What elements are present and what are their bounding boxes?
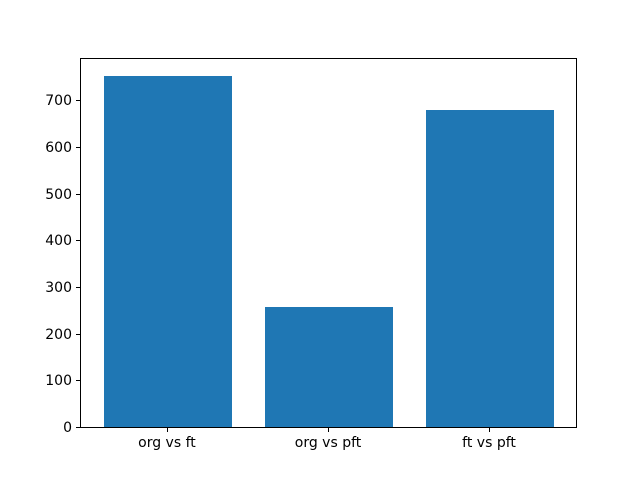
y-tick-mark [76, 287, 80, 289]
y-tick-mark [76, 100, 80, 102]
y-tick-mark [76, 427, 80, 428]
y-tick-label: 200 [45, 326, 72, 343]
y-tick-mark [76, 147, 80, 149]
bar [103, 75, 233, 427]
y-tick-label: 700 [45, 93, 72, 110]
x-tick-mark [489, 428, 491, 432]
x-tick-label: org vs ft [138, 435, 196, 451]
x-tick-mark [166, 428, 168, 432]
x-tick-mark [328, 428, 329, 432]
bar [264, 306, 394, 427]
y-tick-label: 400 [45, 233, 72, 250]
y-tick-mark [76, 193, 80, 195]
y-tick-label: 100 [45, 373, 72, 390]
y-tick-label: 500 [45, 186, 72, 203]
y-tick-label: 600 [45, 140, 72, 157]
y-tick-mark [76, 240, 80, 242]
x-tick-label: ft vs pft [462, 435, 516, 451]
y-tick-label: 0 [63, 420, 72, 436]
y-tick-mark [76, 380, 80, 382]
y-tick-mark [76, 333, 80, 335]
x-tick-label: org vs pft [294, 435, 362, 451]
y-tick-label: 300 [45, 280, 72, 297]
plot-area [80, 58, 577, 428]
bar [425, 109, 555, 427]
